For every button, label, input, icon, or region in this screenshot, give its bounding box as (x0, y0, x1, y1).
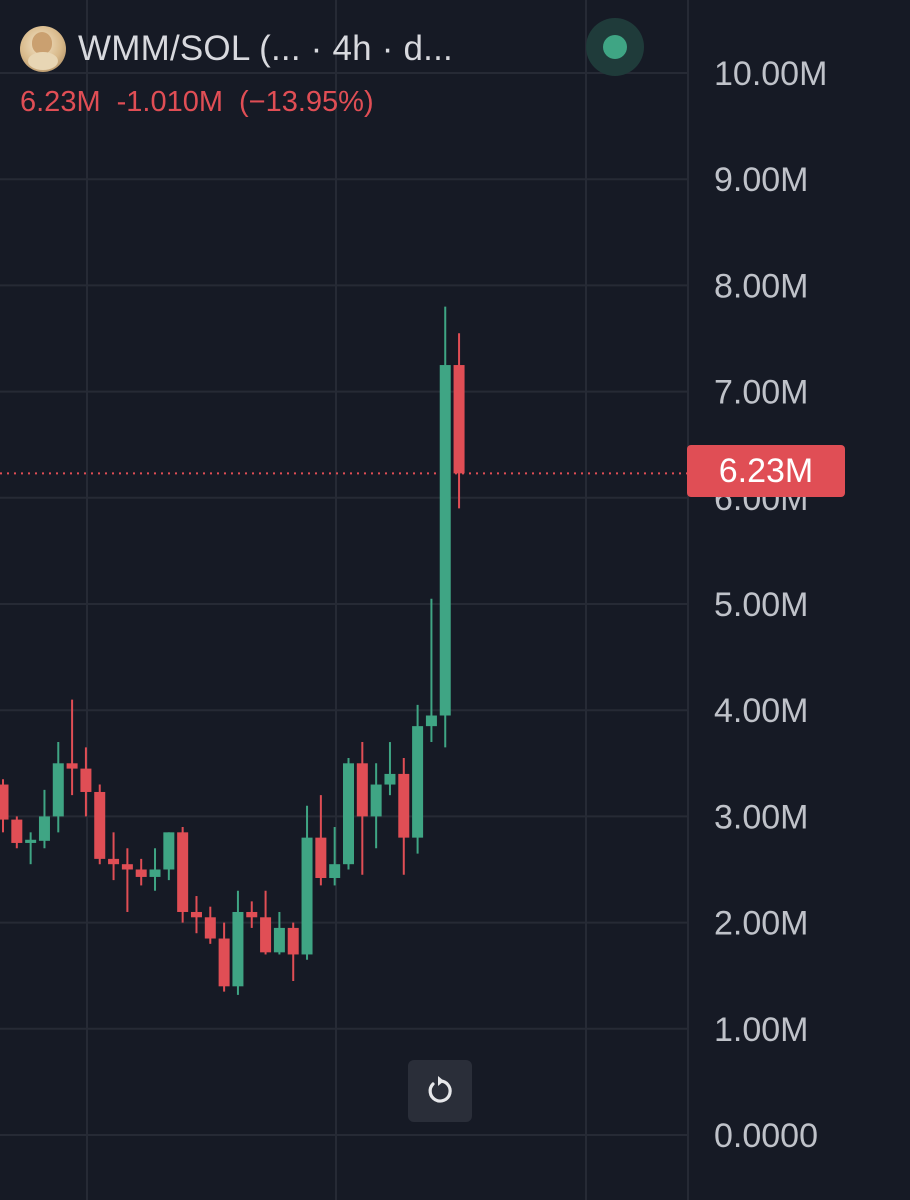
candle-body (260, 917, 272, 953)
y-tick-label: 9.00M (714, 161, 809, 199)
candle (135, 858, 147, 886)
candle (273, 911, 285, 955)
candle (232, 890, 244, 995)
y-tick-label: 1.00M (714, 1011, 809, 1049)
candle (121, 848, 133, 912)
candle (204, 906, 216, 944)
candle-body (301, 837, 313, 955)
candle-body (287, 927, 299, 955)
candle-body (232, 911, 244, 987)
candle (80, 747, 92, 817)
candle-body (356, 763, 368, 817)
candle (149, 848, 161, 891)
candle-body (121, 864, 133, 870)
candles-layer (0, 306, 465, 995)
candle-body (149, 869, 161, 877)
change-percent: (−13.95%) (239, 86, 374, 118)
change-absolute: -1.010M (116, 86, 223, 118)
candle-body (25, 839, 37, 843)
candle-body (425, 715, 437, 727)
market-status-indicator[interactable] (586, 18, 644, 76)
candle-body (177, 832, 189, 912)
title-row[interactable]: WMM/SOL (... · 4h · d... (20, 26, 710, 72)
candle-body (315, 837, 327, 878)
candle (343, 757, 354, 870)
candle (315, 795, 327, 886)
candle-body (66, 763, 78, 769)
candle-body (453, 365, 465, 474)
status-dot-icon (603, 35, 627, 59)
reset-chart-button[interactable] (408, 1060, 472, 1122)
candle-body (246, 911, 258, 918)
candle (94, 784, 106, 865)
reset-icon (428, 1076, 452, 1103)
candle (38, 789, 50, 849)
candle (287, 922, 299, 982)
y-tick-label: 5.00M (714, 586, 809, 624)
candle (398, 757, 410, 875)
y-tick-label: 2.00M (714, 905, 809, 943)
candle-body (52, 763, 64, 817)
symbol-title[interactable]: WMM/SOL (... · 4h · d... (78, 29, 453, 68)
chart-grid (0, 0, 689, 1200)
candle (453, 333, 465, 509)
y-axis: 10.00M9.00M8.00M7.00M6.00M5.00M4.00M3.00… (714, 55, 827, 1155)
candle (246, 901, 258, 928)
y-tick-label: 0.0000 (714, 1117, 818, 1155)
candle-body (135, 869, 147, 877)
candle (190, 896, 202, 934)
price-change-row: 6.23M -1.010M (−13.95%) (20, 86, 710, 119)
candle-body (0, 784, 9, 820)
candle-body (412, 726, 424, 838)
candle (301, 805, 313, 960)
candle (177, 827, 189, 923)
y-tick-label: 8.00M (714, 267, 809, 305)
candle (163, 832, 175, 881)
candle (384, 742, 396, 796)
candle (108, 832, 120, 881)
candle-body (273, 927, 285, 953)
candle-body (370, 784, 382, 817)
candle-body (439, 365, 451, 716)
candle (439, 306, 451, 748)
candle (11, 816, 23, 849)
candle (25, 832, 37, 865)
candle-body (343, 763, 354, 865)
chart-header: WMM/SOL (... · 4h · d... 6.23M -1.010M (−1… (20, 26, 710, 119)
candle (52, 742, 64, 833)
candle-body (329, 864, 341, 878)
y-tick-label: 3.00M (714, 798, 809, 836)
candle-body (204, 917, 216, 939)
candle (0, 779, 9, 833)
y-tick-label: 10.00M (714, 55, 827, 93)
y-tick-label: 7.00M (714, 374, 809, 412)
candle-body (384, 773, 396, 785)
candle (66, 699, 78, 796)
last-value: 6.23M (20, 86, 101, 118)
candle-body (38, 816, 50, 841)
last-price-tag: 6.23M (687, 445, 845, 497)
candle (329, 827, 341, 886)
candle-body (80, 768, 92, 792)
candle (218, 922, 230, 992)
token-avatar-icon (20, 26, 66, 72)
candle (425, 598, 437, 743)
candle (412, 704, 424, 854)
candle-body (190, 911, 202, 918)
candle-body (218, 938, 230, 987)
candle (260, 890, 272, 955)
candle (356, 742, 368, 875)
candle-body (11, 819, 23, 843)
candle-body (108, 858, 120, 865)
candle (370, 763, 382, 849)
candle-body (94, 791, 106, 859)
candle-body (163, 832, 175, 870)
candle-body (398, 773, 410, 838)
y-tick-label: 4.00M (714, 692, 809, 730)
